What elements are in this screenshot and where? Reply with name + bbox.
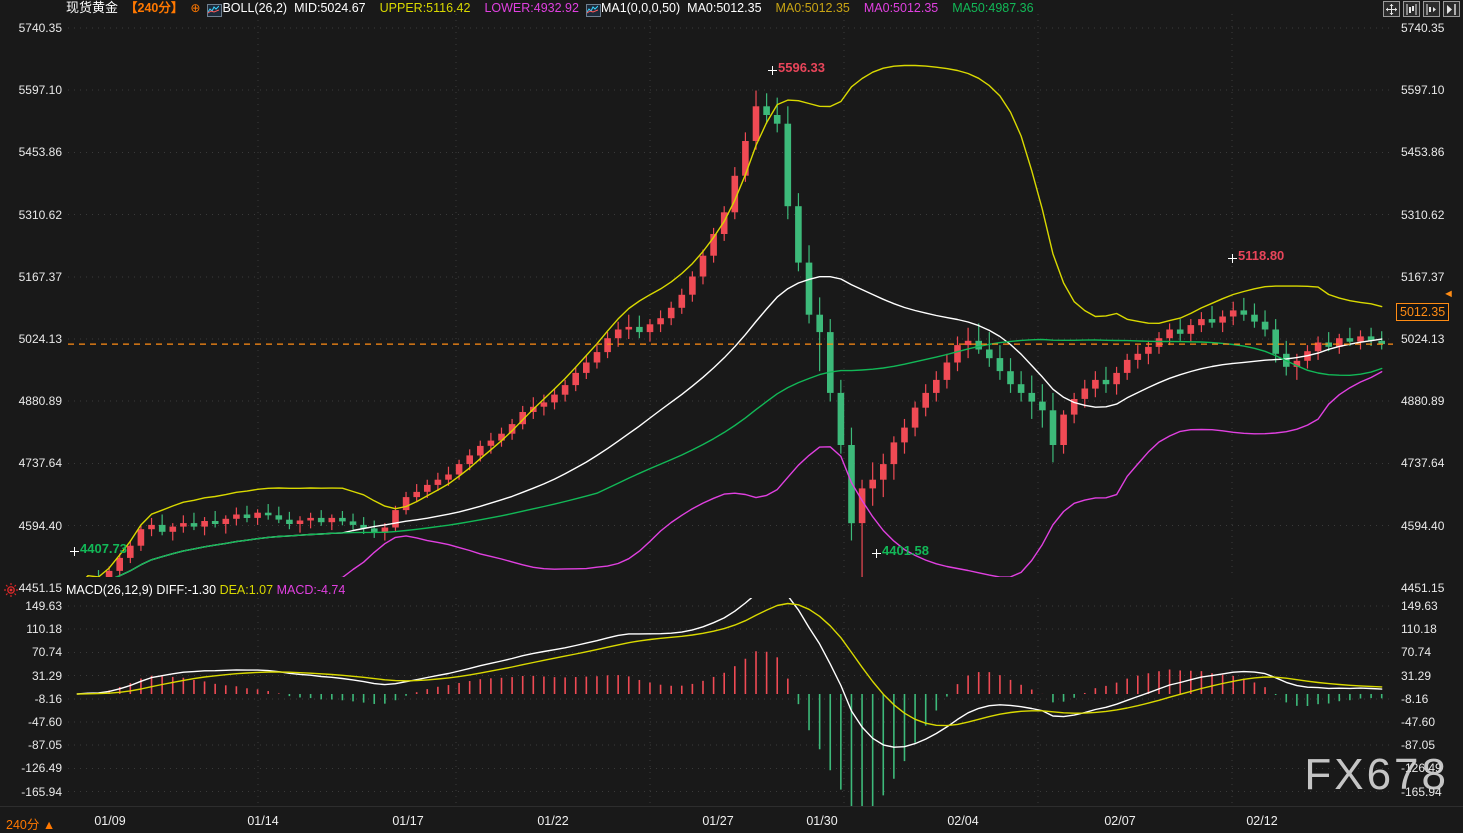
ma-indicator-icon[interactable] bbox=[585, 3, 601, 17]
macd-title: MACD(26,12,9) bbox=[66, 583, 153, 597]
macd-tick-label: 31.29 bbox=[1401, 668, 1432, 683]
date-tick-label: 01/22 bbox=[537, 814, 569, 828]
date-tick-label: 02/04 bbox=[947, 814, 979, 828]
price-axis-right: 5740.35 5597.10 5453.86 5310.62 5167.37 5024.… bbox=[1396, 0, 1463, 595]
zoom-fit-icon[interactable] bbox=[1423, 1, 1440, 17]
date-tick-label: 01/27 bbox=[702, 814, 734, 828]
macd-tick-label: 70.74 bbox=[1401, 645, 1432, 660]
boll-upper-value: UPPER:5116.42 bbox=[379, 1, 471, 15]
price-tick-label: 4880.89 bbox=[18, 394, 62, 409]
annotation-marker bbox=[768, 62, 777, 75]
annotation-marker bbox=[872, 545, 881, 558]
macd-tick-label: 110.18 bbox=[26, 622, 62, 637]
price-axis-left: 5740.35 5597.10 5453.86 5310.62 5167.37 5024.… bbox=[0, 0, 66, 595]
recent-high-annotation: 5118.80 bbox=[1238, 248, 1285, 263]
annotation-marker bbox=[70, 543, 79, 556]
price-tick-label: 4880.89 bbox=[1401, 394, 1445, 409]
high-annotation: 5596.33 bbox=[778, 60, 825, 75]
macd-tick-label: -126.49 bbox=[1401, 761, 1442, 776]
macd-axis-right: 149.63 110.18 70.74 31.29 -8.16 -47.60 -87.05 -… bbox=[1396, 592, 1463, 806]
ma0-white-value: MA0:5012.35 bbox=[687, 1, 762, 15]
chart-toolbar bbox=[1383, 1, 1460, 17]
macd-tick-label: 149.63 bbox=[1401, 599, 1438, 613]
macd-tick-label: 70.74 bbox=[31, 645, 62, 660]
price-tick-label: 5597.10 bbox=[1401, 83, 1445, 98]
current-price-badge[interactable]: 5012.35 bbox=[1396, 303, 1450, 321]
date-tick-label: 01/17 bbox=[392, 814, 424, 828]
price-tick-label: 5167.37 bbox=[18, 269, 62, 284]
macd-axis-left: 149.63 110.18 70.74 31.29 -8.16 -47.60 -87.05 -… bbox=[0, 592, 66, 806]
price-tick-label: 5597.10 bbox=[18, 83, 62, 98]
watermark: FX678 bbox=[1304, 750, 1449, 799]
date-tick-label: 02/07 bbox=[1104, 814, 1136, 828]
ma0-magenta-value: MA0:5012.35 bbox=[863, 1, 939, 15]
boll-label: BOLL(26,2) bbox=[222, 1, 288, 15]
macd-tick-label: -165.94 bbox=[1401, 784, 1442, 799]
macd-indicator-icon[interactable] bbox=[3, 582, 19, 598]
ma-label: MA1(0,0,0,50) bbox=[600, 1, 681, 15]
annotation-marker bbox=[1228, 250, 1237, 263]
price-tick-label: 5453.86 bbox=[18, 145, 62, 160]
scroll-right-icon[interactable] bbox=[1443, 1, 1460, 17]
macd-tick-label: -126.49 bbox=[21, 761, 62, 776]
start-low-annotation: 4407.73 bbox=[80, 541, 127, 556]
macd-macd-value: MACD:-4.74 bbox=[276, 583, 346, 597]
crosshair-move-icon[interactable] bbox=[1383, 1, 1400, 17]
price-tick-label: 4737.64 bbox=[18, 456, 62, 471]
date-tick-label: 01/30 bbox=[806, 814, 838, 828]
price-tick-label: 4451.15 bbox=[1401, 580, 1445, 595]
current-price-arrow: ◄ bbox=[1443, 288, 1454, 300]
ma50-value: MA50:4987.36 bbox=[952, 1, 1034, 15]
macd-header: MACD(26,12,9) DIFF:-1.30 DEA:1.07 MACD:-… bbox=[66, 583, 345, 597]
boll-indicator-icon[interactable] bbox=[207, 3, 223, 17]
date-axis: 240分 ▲ 01/09 01/14 01/17 01/22 01/27 01/30 02/… bbox=[0, 806, 1463, 833]
price-tick-label: 5453.86 bbox=[1401, 145, 1445, 160]
boll-lower-value: LOWER:4932.92 bbox=[484, 1, 579, 15]
macd-tick-label: -8.16 bbox=[34, 691, 62, 706]
bar-chart-icon[interactable] bbox=[1403, 1, 1420, 17]
price-tick-label: 4737.64 bbox=[1401, 456, 1445, 471]
indicator-header: 现货黄金 【240分】 ⊕ BOLL(26,2) MID:5024.67 UPP… bbox=[0, 0, 1463, 17]
macd-tick-label: -8.16 bbox=[1401, 691, 1429, 706]
date-tick-label: 01/09 bbox=[94, 814, 126, 828]
date-tick-label: 02/12 bbox=[1246, 814, 1278, 828]
price-tick-label: 4451.15 bbox=[18, 580, 62, 595]
timeframe-label[interactable]: 【240分】 bbox=[125, 1, 184, 15]
macd-tick-label: 110.18 bbox=[1401, 622, 1437, 637]
macd-tick-label: 31.29 bbox=[31, 668, 62, 683]
macd-tick-label: -165.94 bbox=[21, 784, 62, 799]
ma0-gold-value: MA0:5012.35 bbox=[775, 1, 850, 15]
price-chart-plot[interactable] bbox=[68, 14, 1393, 577]
macd-chart-plot[interactable] bbox=[68, 598, 1393, 806]
price-tick-label: 5740.35 bbox=[18, 21, 62, 35]
boll-mid-value: MID:5024.67 bbox=[294, 1, 366, 15]
low-annotation: 4401.58 bbox=[882, 543, 929, 558]
price-tick-label: 4594.40 bbox=[18, 518, 62, 533]
macd-tick-label: -87.05 bbox=[27, 738, 62, 753]
macd-dea-value: DEA:1.07 bbox=[219, 583, 274, 597]
price-tick-label: 5310.62 bbox=[18, 207, 62, 222]
timeframe-badge[interactable]: 240分 ▲ bbox=[6, 818, 56, 832]
price-tick-label: 5167.37 bbox=[1401, 269, 1445, 284]
price-tick-label: 5310.62 bbox=[1401, 207, 1445, 222]
macd-tick-label: 149.63 bbox=[25, 599, 62, 613]
macd-tick-label: -87.05 bbox=[1401, 738, 1436, 753]
symbol-name[interactable]: 现货黄金 bbox=[66, 0, 119, 15]
date-tick-label: 01/14 bbox=[247, 814, 279, 828]
price-tick-label: 4594.40 bbox=[1401, 518, 1445, 533]
price-tick-label: 5740.35 bbox=[1401, 21, 1445, 35]
macd-tick-label: -47.60 bbox=[27, 715, 62, 729]
macd-tick-label: -47.60 bbox=[1401, 715, 1436, 729]
price-tick-label: 5024.13 bbox=[1401, 332, 1445, 346]
crosshair-icon[interactable]: ⊕ bbox=[190, 1, 201, 15]
macd-diff-value: DIFF:-1.30 bbox=[156, 583, 217, 597]
price-tick-label: 5024.13 bbox=[18, 332, 62, 346]
